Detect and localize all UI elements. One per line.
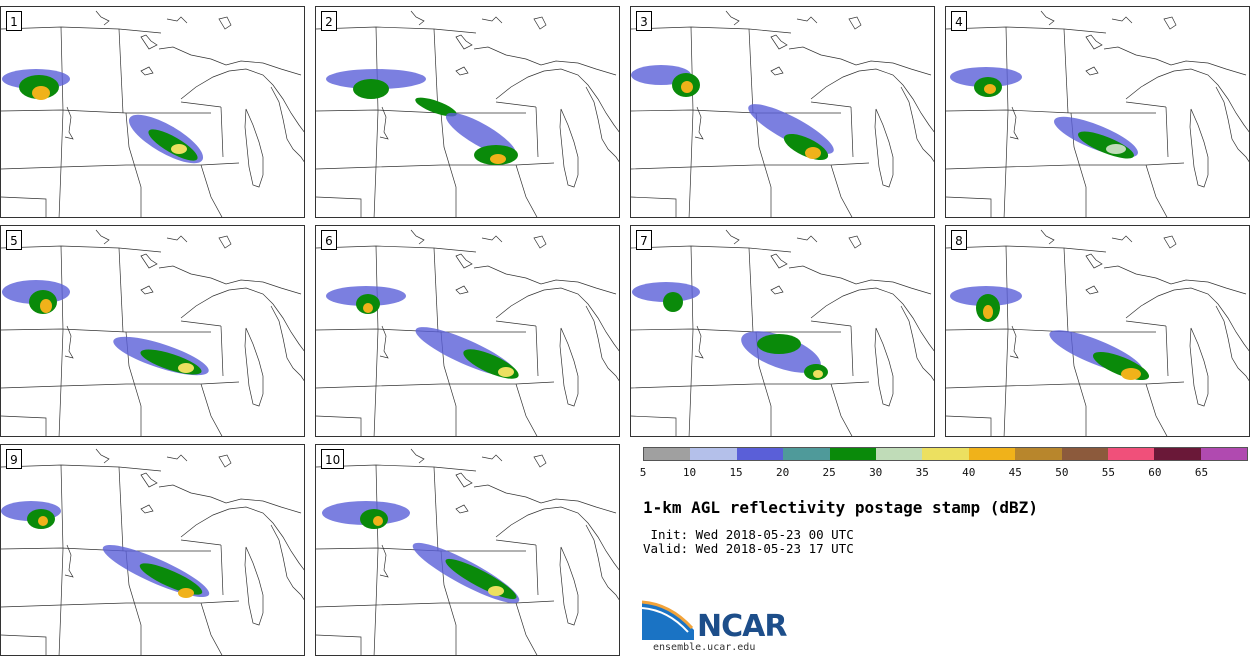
colorbar-swatch [829,448,876,460]
reflectivity-echoes [326,69,518,165]
colorbar-tick-label: 60 [1148,466,1162,479]
colorbar-tick-label: 50 [1055,466,1069,479]
panel-label: 7 [636,230,652,250]
colorbar-swatch [922,448,969,460]
colorbar-swatch [783,448,830,460]
panel-label: 1 [6,11,22,31]
map-canvas [631,229,934,436]
colorbar-ticks: 5 10 15 20 25 30 35 40 45 50 55 60 65 [639,466,1248,480]
ncar-logo-icon [642,600,694,640]
map-canvas [316,229,619,436]
panel-label: 10 [321,449,345,469]
valid-time: Valid: Wed 2018-05-23 17 UTC [643,541,854,556]
reflectivity-echoes [2,280,209,376]
panel-label: 5 [6,230,22,250]
colorbar-tick-label: 30 [869,466,883,479]
map-canvas [1,229,304,436]
colorbar-tick-label: 40 [962,466,976,479]
forecast-panel-8: 8 [945,225,1250,437]
colorbar-swatch [1061,448,1108,460]
map-canvas [316,10,619,217]
map-canvas [946,229,1249,436]
map-canvas [1,10,304,217]
panel-label: 4 [951,11,967,31]
colorbar-tick-label: 55 [1101,466,1115,479]
colorbar-swatch [1107,448,1155,460]
colorbar [643,447,1248,461]
colorbar-swatch [736,448,784,460]
colorbar-tick-label: 10 [682,466,697,479]
reflectivity-echoes [950,67,1138,159]
colorbar-tick-label: 5 [639,466,647,479]
forecast-panel-6: 6 [315,225,620,437]
panel-label: 6 [321,230,337,250]
colorbar-swatch [690,448,737,460]
colorbar-swatch [644,448,691,460]
panel-label: 2 [321,11,337,31]
colorbar-swatch [1200,448,1248,460]
reflectivity-echoes [632,282,828,380]
map-canvas [946,10,1249,217]
panel-label: 8 [951,230,967,250]
colorbar-swatch [1154,448,1201,460]
forecast-panel-1: 1 [0,6,305,218]
forecast-panel-7: 7 [630,225,935,437]
panel-label: 3 [636,11,652,31]
reflectivity-echoes [326,286,519,379]
reflectivity-echoes [2,69,204,164]
panel-label: 9 [6,449,22,469]
map-canvas [1,448,304,655]
forecast-panel-5: 5 [0,225,305,437]
colorbar-tick-label: 20 [775,466,790,479]
forecast-panel-2: 2 [315,6,620,218]
colorbar-tick-label: 45 [1008,466,1022,479]
colorbar-tick-label: 15 [729,466,743,479]
colorbar-tick-label: 25 [822,466,836,479]
colorbar-tick-label: 65 [1194,466,1209,479]
colorbar-swatch [968,448,1016,460]
colorbar-swatch [875,448,923,460]
forecast-panel-9: 9 [0,444,305,656]
map-canvas [316,448,619,655]
init-time: Init: Wed 2018-05-23 00 UTC [643,527,854,542]
reflectivity-echoes [1,501,210,598]
ncar-logo-text: NCAR [697,609,787,644]
map-canvas [631,10,934,217]
forecast-panel-3: 3 [630,6,935,218]
colorbar-tick-label: 35 [915,466,929,479]
reflectivity-echoes [322,501,520,604]
forecast-panel-10: 10 [315,444,620,656]
website-url: ensemble.ucar.edu [653,642,756,653]
colorbar-swatch [1015,448,1062,460]
reflectivity-echoes [631,65,834,161]
forecast-panel-4: 4 [945,6,1250,218]
plot-title: 1-km AGL reflectivity postage stamp (dBZ… [643,498,1038,517]
reflectivity-echoes [950,286,1150,380]
